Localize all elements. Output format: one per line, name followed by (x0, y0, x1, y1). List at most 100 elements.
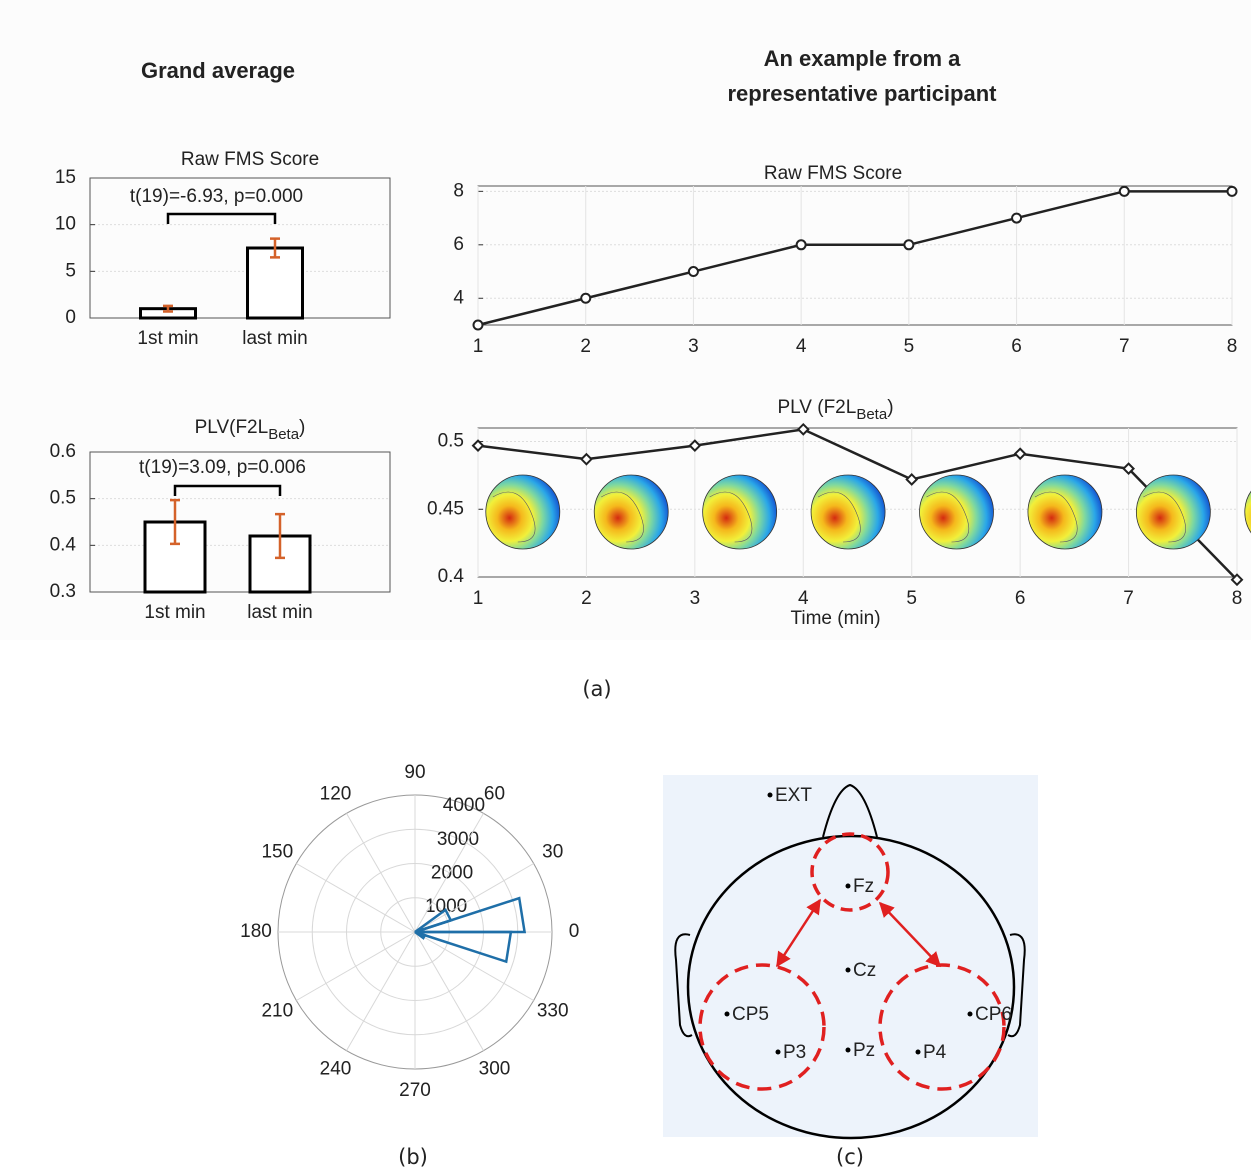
electrode-label: P4 (923, 1042, 947, 1063)
x-tick-label: 7 (1123, 588, 1134, 609)
topomap (1244, 490, 1251, 534)
y-tick-label: 0.6 (50, 441, 76, 462)
topomap (810, 474, 886, 550)
topomap-contour (492, 491, 536, 543)
grid-spoke (414, 813, 484, 933)
marker (1011, 212, 1023, 224)
electrode (767, 792, 773, 798)
title-text: Raw FMS Score (181, 149, 319, 170)
topomap (1027, 474, 1103, 550)
topomap (702, 474, 778, 550)
chart-title: PLV(F2LBeta) (195, 417, 306, 443)
x-tick-label: 6 (1015, 588, 1026, 609)
x-tick-label: 8 (1227, 336, 1238, 357)
title-text: Raw FMS Score (764, 163, 902, 184)
rose-wedge (414, 896, 527, 934)
connection (878, 901, 942, 968)
marker (580, 452, 593, 466)
grid-spoke (346, 813, 416, 933)
r-tick-label: 2000 (431, 862, 473, 883)
r-tick-label: 1000 (425, 896, 467, 917)
marker (472, 319, 484, 331)
title-text: ) (887, 397, 893, 418)
electrode (967, 1011, 973, 1017)
region (698, 963, 826, 1091)
x-tick-label: last min (242, 328, 307, 349)
electrodes: EXT Fz Cz CP5 P3 Pz P4 CP6 (724, 785, 1012, 1063)
y-tick-label: 6 (453, 234, 464, 255)
heading: representative participant (728, 81, 998, 106)
electrode-label: Cz (853, 960, 876, 981)
x-tick-label: 8 (1232, 588, 1243, 609)
x-tick-label: 5 (904, 336, 915, 357)
panel-label: (a) (582, 677, 611, 701)
error-bar (275, 512, 285, 560)
x-tick-label: 2 (581, 588, 592, 609)
x-tick-label: 3 (690, 588, 701, 609)
topomap-contour (817, 491, 861, 543)
y-tick-label: 0.5 (438, 431, 464, 452)
marker (1013, 447, 1027, 461)
y-tick-label: 0.4 (438, 566, 465, 587)
marker (1118, 185, 1130, 197)
chart-title: PLV (F2LBeta) (777, 397, 893, 423)
marker (795, 239, 807, 251)
topomap (593, 474, 669, 550)
line (477, 190, 1232, 327)
x-tick-label: 4 (796, 336, 807, 357)
diagram-bg (663, 775, 1038, 1137)
x-tick-label: 6 (1011, 336, 1022, 357)
electrode (915, 1049, 921, 1055)
heading: An example from a (764, 46, 962, 71)
topomap (1135, 474, 1211, 550)
grid-spoke (296, 863, 416, 933)
y-tick-label: 0.45 (427, 498, 464, 519)
error-bar (163, 304, 173, 313)
y-tick-label: 5 (65, 260, 76, 281)
marker (1122, 462, 1135, 476)
x-tick-label: 5 (906, 588, 917, 609)
error-bar (170, 498, 180, 546)
y-tick-label: 0.4 (50, 534, 77, 555)
r-tick-label: 4000 (443, 795, 485, 816)
bracket (173, 484, 282, 496)
marker (1230, 573, 1244, 587)
connection (775, 898, 822, 968)
angle-tick-label: 60 (484, 783, 505, 804)
title-subscript: Beta (268, 426, 300, 443)
electrode (724, 1011, 730, 1017)
topomap-contour (1034, 491, 1078, 543)
angle-tick-label: 330 (537, 1001, 569, 1022)
grid-spoke (296, 931, 416, 1001)
marker (1226, 185, 1238, 197)
electrode-label: Pz (853, 1040, 875, 1061)
line (477, 428, 1238, 581)
region (810, 832, 890, 912)
annotation: t(19)=-6.93, p=0.000 (130, 186, 303, 207)
x-tick-label: 2 (580, 336, 591, 357)
topomap-contour (1143, 491, 1186, 543)
rose-wedge (414, 907, 453, 934)
electrode-label: P3 (783, 1042, 806, 1063)
electrode-label: CP6 (975, 1004, 1012, 1025)
ear (674, 933, 693, 1038)
electrode (845, 967, 851, 973)
electrode (845, 1047, 851, 1053)
y-tick-label: 15 (55, 167, 76, 188)
heading: Grand average (141, 58, 295, 83)
angle-tick-label: 0 (569, 921, 580, 942)
bracket (166, 212, 277, 224)
grid-spoke (346, 931, 416, 1051)
title-text: ) (299, 417, 305, 438)
panel-label: (c) (836, 1145, 864, 1169)
chart-title: Raw FMS Score (181, 149, 319, 170)
title-text: PLV(F2L (195, 417, 269, 438)
y-tick-label: 8 (453, 180, 464, 201)
y-tick-label: 10 (55, 214, 76, 235)
plot-frame (89, 177, 391, 319)
annotation: t(19)=3.09, p=0.006 (139, 457, 306, 478)
electrode-label: CP5 (732, 1004, 769, 1025)
topomap (485, 474, 561, 550)
electrode-label: EXT (775, 785, 812, 806)
